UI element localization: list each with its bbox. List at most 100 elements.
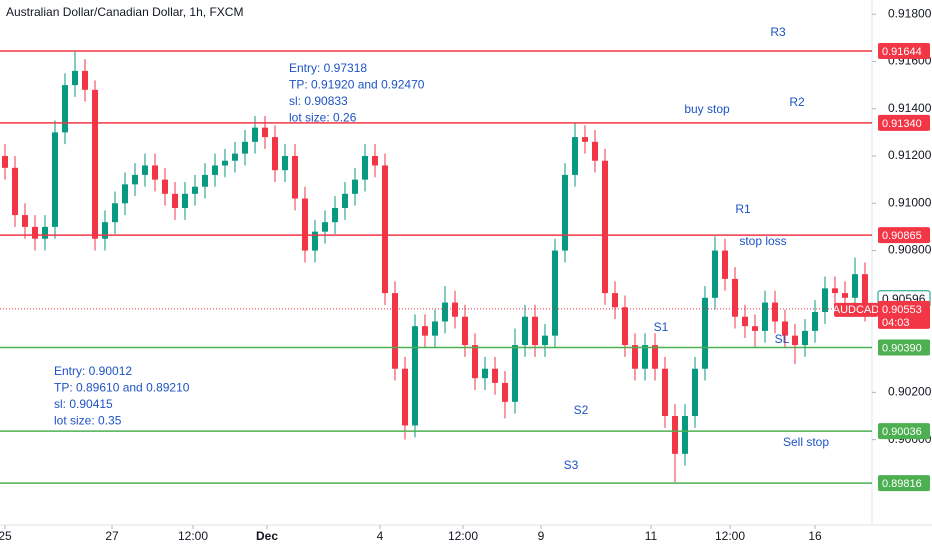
candle-body	[162, 179, 168, 194]
candle-body	[52, 132, 58, 227]
y-tick-label: 0.91200	[888, 148, 932, 162]
candle-body	[1, 156, 8, 168]
x-tick-label: 4	[377, 529, 384, 543]
candle-body	[102, 222, 108, 239]
candle-body	[702, 297, 708, 369]
candle-body	[192, 186, 198, 194]
level-tag-label: 0.89816	[882, 478, 922, 490]
candle-body	[202, 174, 208, 187]
annotation: S1	[654, 320, 669, 334]
candle-body	[182, 193, 188, 208]
x-tick-label: 27	[105, 529, 119, 543]
note-line: lot size: 0.26	[289, 111, 357, 125]
level-tag-label: 0.90036	[882, 426, 922, 438]
candle-body	[852, 274, 858, 298]
candle-body	[812, 312, 818, 331]
candle-body	[602, 160, 608, 294]
level-tag	[878, 475, 930, 492]
candle-body	[692, 368, 698, 416]
note-line: TP: 0.89610 and 0.89210	[54, 381, 190, 395]
candle-body	[792, 335, 798, 346]
candle-body	[82, 70, 88, 90]
countdown-label: 04:03	[882, 317, 910, 329]
annotation: buy stop	[684, 102, 730, 116]
x-tick-label: 12:00	[715, 529, 745, 543]
annotation: stop loss	[739, 234, 786, 248]
x-tick-label: 16	[808, 529, 822, 543]
candle-body	[772, 302, 778, 322]
candle-body	[302, 198, 308, 251]
candle-body	[762, 302, 768, 331]
candle-body	[372, 156, 378, 166]
candle-body	[442, 302, 448, 322]
candle-body	[112, 203, 118, 223]
candle-body	[622, 307, 628, 346]
candle-body	[802, 330, 808, 346]
level-tag	[878, 114, 930, 131]
annotation: R2	[789, 95, 805, 109]
candle-body	[72, 70, 78, 86]
candle-body	[592, 141, 598, 161]
x-tick-label: 12:00	[178, 529, 208, 543]
annotation: R1	[735, 202, 751, 216]
level-tag-label: 0.91644	[882, 46, 922, 58]
candle-body	[422, 326, 428, 336]
candle-body	[432, 321, 438, 336]
candle-body	[482, 368, 488, 379]
candle-body	[42, 226, 48, 239]
candle-body	[382, 165, 388, 294]
level-tag-label: 0.90865	[882, 230, 922, 242]
note-line: lot size: 0.35	[54, 414, 122, 428]
candle-body	[282, 156, 288, 171]
candle-body	[92, 89, 98, 239]
x-tick-label: 9	[538, 529, 545, 543]
candle-body	[392, 293, 398, 369]
x-tick-label: Dec	[256, 529, 278, 543]
candle-body	[782, 321, 788, 336]
candle-body	[682, 416, 688, 454]
level-tag	[878, 227, 930, 244]
x-tick-label: 25	[0, 529, 12, 543]
candle-body	[262, 127, 268, 138]
annotation: Sell stop	[783, 435, 829, 449]
candle-body	[402, 368, 408, 426]
candle-body	[312, 231, 318, 251]
y-tick-label: 0.90200	[888, 385, 932, 399]
candle-body	[552, 250, 558, 336]
candle-body	[532, 316, 538, 346]
last-price-tag	[878, 300, 930, 329]
candle-body	[732, 278, 738, 317]
candle-body	[362, 156, 368, 180]
note-line: sl: 0.90415	[54, 397, 113, 411]
candle-body	[32, 226, 38, 239]
annotation: S2	[574, 403, 589, 417]
candle-body	[152, 165, 158, 180]
note-line: Entry: 0.90012	[54, 364, 132, 378]
note-line: sl: 0.90833	[289, 94, 348, 108]
level-tag	[878, 43, 930, 60]
note-line: Entry: 0.97318	[289, 61, 367, 75]
candle-body	[612, 293, 618, 308]
candle-body	[542, 335, 548, 346]
candle-body	[832, 288, 838, 294]
y-tick-label: 0.91400	[888, 101, 932, 115]
candle-body	[132, 174, 138, 185]
candle-body	[662, 368, 668, 416]
candle-body	[472, 345, 478, 379]
candle-body	[512, 345, 518, 402]
candle-body	[222, 160, 228, 166]
candle-body	[722, 250, 728, 279]
level-tag	[878, 423, 930, 440]
candle-body	[632, 345, 638, 369]
candle-body	[742, 316, 748, 327]
y-tick-label: 0.91000	[888, 195, 932, 209]
candle-body	[562, 174, 568, 251]
candle-body	[862, 274, 868, 310]
candle-body	[462, 316, 468, 346]
level-tag	[878, 339, 930, 356]
x-tick-label: 12:00	[448, 529, 478, 543]
annotation: R3	[770, 25, 786, 39]
candle-body	[672, 416, 678, 454]
